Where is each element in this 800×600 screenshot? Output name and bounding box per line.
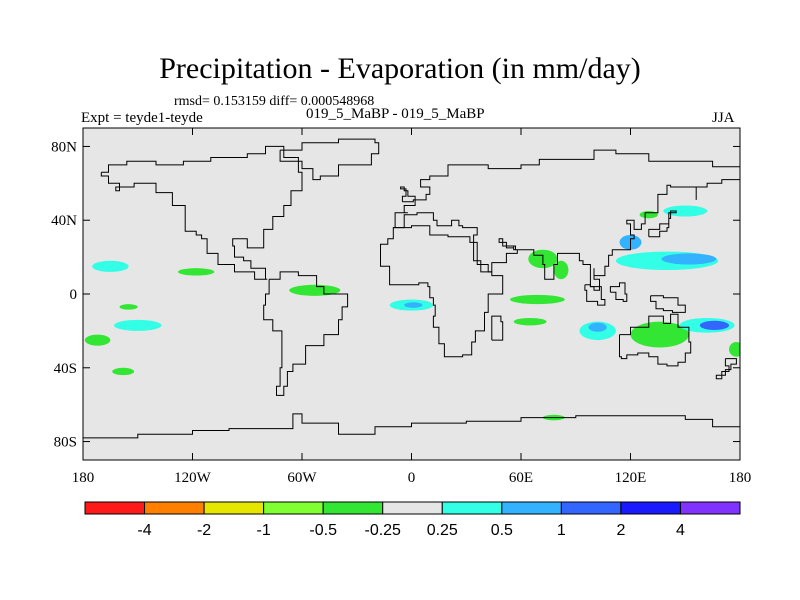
anomaly-region-14 [661,253,717,265]
case-label: 019_5_MaBP - 019_5_MaBP [306,106,485,122]
y-tick-label: 80N [51,139,77,155]
anomaly-region-19 [588,322,607,332]
y-tick-label: 40S [54,361,77,377]
anomaly-region-17 [639,211,658,219]
anomaly-region-6 [289,284,341,296]
colorbar-label: 0.25 [427,522,458,539]
coastline-new-guinea [650,295,686,313]
stats-label: rmsd= 0.153159 diff= 0.000548968 [174,94,375,109]
coastline-north-america [100,145,303,280]
season-label: JJA [712,110,735,126]
colorbar-swatch [84,501,146,515]
anomaly-region-22 [699,320,730,330]
coastlines [83,138,740,439]
colorbar-label: 4 [676,522,685,539]
anomaly-region-20 [630,321,689,348]
anomaly-region-10 [553,260,569,280]
coastline-borneo [609,282,628,302]
coastline-greenland [279,138,380,181]
coastline-japan [648,210,677,238]
y-tick-label: 40N [51,213,77,229]
colorbar-label: -4 [137,522,151,539]
colorbar-swatch [501,501,562,515]
anomaly-region-8 [404,302,423,308]
colorbar-swatch [441,501,503,515]
colorbar-swatch [263,501,324,515]
axis-ticks: 180 120W 60W 0 60E 120E 180 80N 40N 0 40S 80S [51,128,751,486]
colorbar-swatch [382,501,443,515]
colorbar-label: -0.5 [309,522,337,539]
anomaly-region-11 [510,294,565,305]
x-tick-label: 0 [408,470,416,486]
colorbar-swatch [144,501,205,515]
coastline-south-america [263,271,349,396]
coastline-madagascar [491,315,504,341]
colorbar-label: 2 [616,522,625,539]
colorbar-label: 1 [557,522,566,539]
anomaly-region-23 [729,341,740,357]
anomaly-region-5 [112,367,135,376]
x-tick-label: 180 [72,470,95,486]
x-tick-label: 180 [729,470,752,486]
coastline-britain [400,186,416,203]
anomaly-region-3 [119,304,138,310]
experiment-label: Expt = teyde1-teyde [81,110,203,126]
colorbar: -4 -2 -1 -0.5 -0.25 0.25 0.5 1 2 4 [84,501,741,539]
coastline-australia [619,313,692,367]
colorbar-label: -0.25 [364,522,401,539]
coastline-new-zealand [715,358,737,380]
y-tick-label: 0 [70,287,78,303]
anomaly-region-4 [84,334,111,346]
anomaly-region-16 [663,205,708,217]
anomaly-region-1 [177,268,215,276]
x-tick-label: 120W [174,470,212,486]
coastline-eurasia [393,149,740,291]
x-tick-label: 60E [509,470,533,486]
colorbar-swatch [322,501,384,515]
y-tick-label: 80S [54,435,77,451]
colorbar-label: -1 [257,522,271,539]
coastline-sumatra [584,284,606,306]
colorbar-swatch [560,501,622,515]
map-background [83,128,740,460]
colorbar-swatch [679,501,741,515]
anomaly-region-2 [114,319,162,331]
colorbar-label: -2 [197,522,211,539]
coastline-africa [380,225,504,358]
x-tick-label: 120E [615,470,647,486]
coastline-antarctica [83,413,740,439]
colorbar-label: 0.5 [491,522,513,539]
colorbar-swatch [620,501,681,515]
x-tick-label: 60W [287,470,317,486]
colorbar-swatch [203,501,265,515]
chart-title: Precipitation - Evaporation (in mm/day) [159,52,641,85]
anomaly-region-0 [92,260,129,272]
anomaly-region-12 [513,317,547,326]
